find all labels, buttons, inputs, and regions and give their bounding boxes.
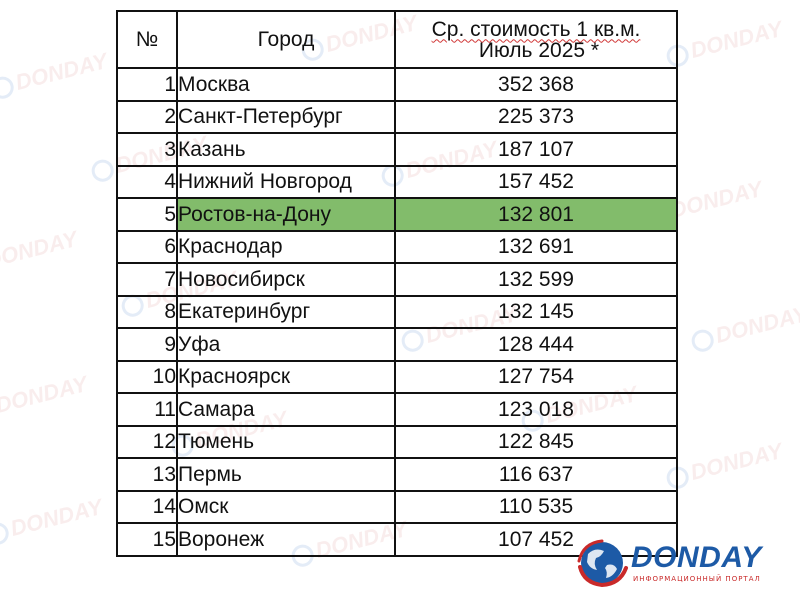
watermark: DONDAY <box>0 494 105 548</box>
header-city: Город <box>176 10 396 69</box>
row-price: 128 444 <box>394 327 678 362</box>
row-price: 132 691 <box>394 229 678 264</box>
row-city: Омск <box>176 489 396 524</box>
row-number: 9 <box>116 327 178 362</box>
watermark: DONDAY <box>0 48 110 102</box>
row-city: Москва <box>176 67 396 102</box>
row-number: 3 <box>116 132 178 167</box>
row-price: 157 452 <box>394 164 678 199</box>
header-price-line2: Июль 2025 * <box>478 38 600 62</box>
logo-wordmark: DONDAY <box>631 541 762 574</box>
row-price: 225 373 <box>394 99 678 134</box>
row-number: 7 <box>116 262 178 297</box>
row-price: 107 452 <box>394 522 678 557</box>
header-price: Ср. стоимость 1 кв.м. Июль 2025 * <box>394 10 678 69</box>
row-price: 352 368 <box>394 67 678 102</box>
table-row: 13 Пермь 116 637 <box>116 457 678 492</box>
table-row: 11 Самара 123 018 <box>116 392 678 427</box>
row-number: 10 <box>116 359 178 394</box>
row-city: Красноярск <box>176 359 396 394</box>
table-row: 1 Москва 352 368 <box>116 67 678 102</box>
table-row: 2 Санкт-Петербург 225 373 <box>116 99 678 134</box>
row-city: Нижний Новгород <box>176 164 396 199</box>
watermark: DONDAY <box>689 301 800 355</box>
row-city: Казань <box>176 132 396 167</box>
row-city: Уфа <box>176 327 396 362</box>
row-city: Самара <box>176 392 396 427</box>
table-row: 10 Красноярск 127 754 <box>116 359 678 394</box>
header-number: № <box>116 10 178 69</box>
watermark: DONDAY <box>664 16 785 70</box>
row-number: 15 <box>116 522 178 557</box>
table-row: 5 Ростов-на-Дону 132 801 <box>116 197 678 232</box>
row-number: 2 <box>116 99 178 134</box>
table-row: 3 Казань 187 107 <box>116 132 678 167</box>
price-table: № Город Ср. стоимость 1 кв.м. Июль 2025 … <box>116 10 678 557</box>
table-row: 8 Екатеринбург 132 145 <box>116 294 678 329</box>
table-row: 6 Краснодар 132 691 <box>116 229 678 264</box>
row-city: Екатеринбург <box>176 294 396 329</box>
row-city: Воронеж <box>176 522 396 557</box>
watermark: DONDAY <box>0 226 80 273</box>
row-number: 4 <box>116 164 178 199</box>
row-city: Тюмень <box>176 424 396 459</box>
table-row: 4 Нижний Новгород 157 452 <box>116 164 678 199</box>
row-city: Санкт-Петербург <box>176 99 396 134</box>
donday-logo: DONDAY ИНФОРМАЦИОННЫЙ ПОРТАЛ <box>575 537 785 589</box>
header-price-line1: Ср. стоимость 1 кв.м. <box>431 17 641 41</box>
row-price: 132 801 <box>394 197 678 232</box>
row-price: 187 107 <box>394 132 678 167</box>
row-price: 123 018 <box>394 392 678 427</box>
row-price: 132 599 <box>394 262 678 297</box>
row-number: 1 <box>116 67 178 102</box>
row-number: 8 <box>116 294 178 329</box>
row-city: Ростов-на-Дону <box>176 197 396 232</box>
row-price: 127 754 <box>394 359 678 394</box>
table-row: 9 Уфа 128 444 <box>116 327 678 362</box>
watermark: DONDAY <box>0 371 90 418</box>
table-row: 14 Омск 110 535 <box>116 489 678 524</box>
table-row: 12 Тюмень 122 845 <box>116 424 678 459</box>
header-row: № Город Ср. стоимость 1 кв.м. Июль 2025 … <box>116 10 678 69</box>
row-price: 122 845 <box>394 424 678 459</box>
row-price: 132 145 <box>394 294 678 329</box>
row-number: 12 <box>116 424 178 459</box>
row-number: 11 <box>116 392 178 427</box>
watermark: DONDAY <box>664 438 785 492</box>
table-row: 7 Новосибирск 132 599 <box>116 262 678 297</box>
row-price: 116 637 <box>394 457 678 492</box>
globe-icon <box>577 539 628 588</box>
row-city: Новосибирск <box>176 262 396 297</box>
row-city: Пермь <box>176 457 396 492</box>
row-price: 110 535 <box>394 489 678 524</box>
row-city: Краснодар <box>176 229 396 264</box>
logo-tagline: ИНФОРМАЦИОННЫЙ ПОРТАЛ <box>633 575 761 583</box>
row-number: 13 <box>116 457 178 492</box>
row-number: 6 <box>116 229 178 264</box>
row-number: 5 <box>116 197 178 232</box>
table-row: 15 Воронеж 107 452 <box>116 522 678 557</box>
row-number: 14 <box>116 489 178 524</box>
